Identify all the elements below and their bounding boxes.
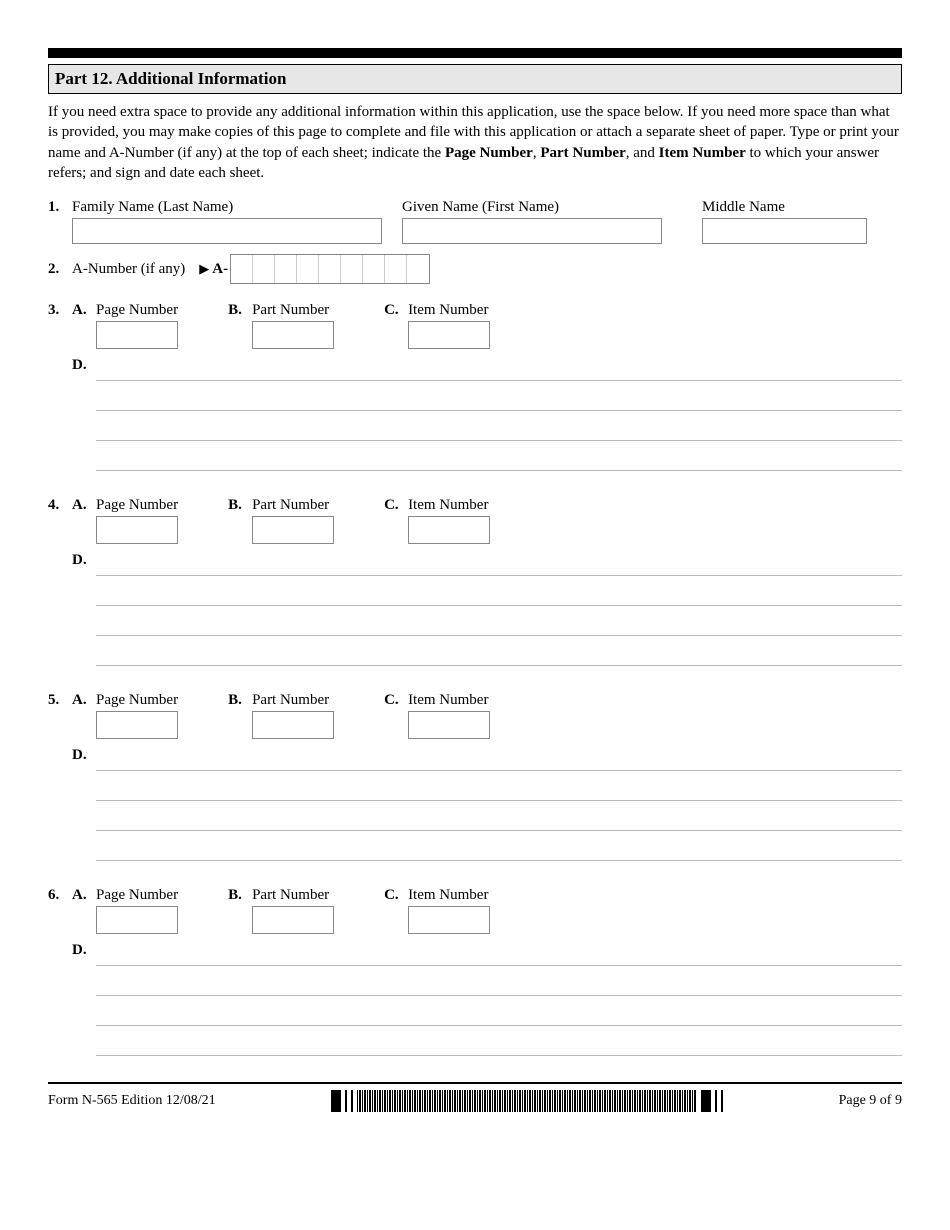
given-name-label: Given Name (First Name) (402, 199, 682, 216)
section-header: Part 12. Additional Information (48, 64, 902, 94)
part-number-input[interactable] (252, 711, 334, 739)
footer: Form N-565 Edition 12/08/21 . Page 9 of … (48, 1090, 902, 1112)
q1-number: 1. (48, 199, 72, 216)
page-number-input[interactable] (96, 906, 178, 934)
sub-a: A. (72, 692, 96, 709)
page-number-label: Page Number (96, 302, 178, 319)
page-number-input[interactable] (96, 321, 178, 349)
sub-d: D. (72, 550, 96, 569)
info-block-6: 6. A. Page Number B. Part Number C. Item… (48, 887, 902, 1060)
part-number-label: Part Number (252, 302, 329, 319)
item-number-input[interactable] (408, 711, 490, 739)
block-number: 5. (48, 692, 72, 709)
sub-b: B. (228, 497, 252, 514)
page-number-label: Page Number (96, 692, 178, 709)
text-lines[interactable] (96, 355, 902, 475)
page-number-label: Page Number (96, 497, 178, 514)
part-number-label: Part Number (252, 497, 329, 514)
text-lines[interactable] (96, 550, 902, 670)
a-number-label: A-Number (if any) (72, 261, 185, 278)
item-number-label: Item Number (408, 692, 488, 709)
info-block-4: 4. A. Page Number B. Part Number C. Item… (48, 497, 902, 670)
page-number-input[interactable] (96, 516, 178, 544)
part-number-label: Part Number (252, 887, 329, 904)
block-number: 3. (48, 302, 72, 319)
top-bar (48, 48, 902, 58)
sub-c: C. (384, 497, 408, 514)
sub-a: A. (72, 887, 96, 904)
sub-c: C. (384, 302, 408, 319)
item-number-label: Item Number (408, 497, 488, 514)
item-number-input[interactable] (408, 321, 490, 349)
block-number: 6. (48, 887, 72, 904)
middle-name-label: Middle Name (702, 199, 882, 216)
middle-name-input[interactable] (702, 218, 867, 244)
q1-row: 1. Family Name (Last Name) Given Name (F… (48, 199, 902, 244)
q2-row: 2. A-Number (if any) ▶ A- (48, 254, 902, 284)
arrow-icon: ▶ (199, 261, 209, 277)
sub-b: B. (228, 302, 252, 319)
sub-d: D. (72, 355, 96, 374)
sub-a: A. (72, 497, 96, 514)
part-number-input[interactable] (252, 516, 334, 544)
form-edition: Form N-565 Edition 12/08/21 (48, 1093, 216, 1109)
given-name-input[interactable] (402, 218, 662, 244)
family-name-input[interactable] (72, 218, 382, 244)
info-block-3: 3. A. Page Number B. Part Number C. Item… (48, 302, 902, 475)
q2-number: 2. (48, 261, 72, 278)
page-number-label: Page Number (96, 887, 178, 904)
family-name-label: Family Name (Last Name) (72, 199, 402, 216)
sub-b: B. (228, 887, 252, 904)
a-number-input[interactable] (230, 254, 430, 284)
part-number-input[interactable] (252, 321, 334, 349)
intro-text: If you need extra space to provide any a… (48, 102, 902, 183)
barcode: . (331, 1090, 723, 1112)
footer-separator (48, 1082, 902, 1084)
item-number-label: Item Number (408, 887, 488, 904)
item-number-input[interactable] (408, 906, 490, 934)
sub-c: C. (384, 692, 408, 709)
sub-d: D. (72, 940, 96, 959)
part-number-label: Part Number (252, 692, 329, 709)
item-number-input[interactable] (408, 516, 490, 544)
page-number: Page 9 of 9 (839, 1093, 902, 1109)
a-prefix: A- (212, 261, 228, 278)
item-number-label: Item Number (408, 302, 488, 319)
info-block-5: 5. A. Page Number B. Part Number C. Item… (48, 692, 902, 865)
page-number-input[interactable] (96, 711, 178, 739)
text-lines[interactable] (96, 745, 902, 865)
block-number: 4. (48, 497, 72, 514)
sub-b: B. (228, 692, 252, 709)
text-lines[interactable] (96, 940, 902, 1060)
sub-a: A. (72, 302, 96, 319)
sub-d: D. (72, 745, 96, 764)
sub-c: C. (384, 887, 408, 904)
part-number-input[interactable] (252, 906, 334, 934)
